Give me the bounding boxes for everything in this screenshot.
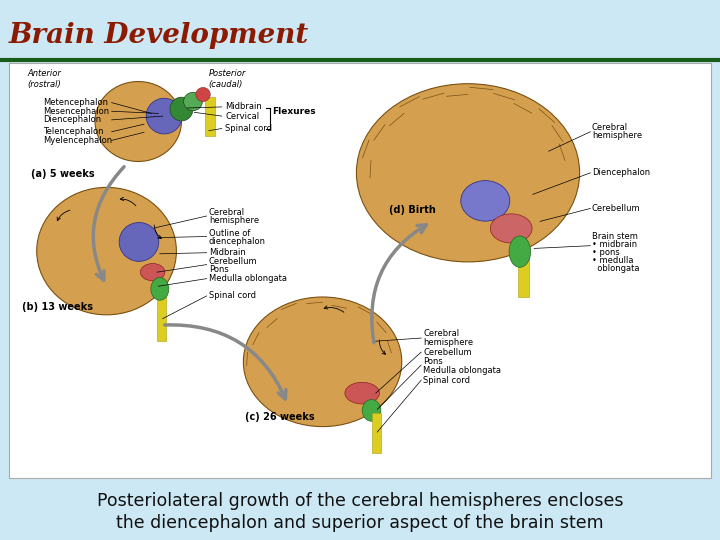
Text: Telencephalon: Telencephalon [43,127,104,136]
Ellipse shape [37,187,176,315]
Text: Posteriolateral growth of the cerebral hemispheres encloses: Posteriolateral growth of the cerebral h… [96,492,624,510]
FancyBboxPatch shape [518,254,529,297]
Text: Outline of: Outline of [209,229,250,238]
Ellipse shape [461,180,510,221]
FancyBboxPatch shape [372,413,381,453]
Text: • midbrain: • midbrain [592,240,637,249]
Text: Medulla oblongata: Medulla oblongata [423,366,501,375]
Text: Cerebral: Cerebral [592,123,628,132]
Ellipse shape [151,278,168,300]
Ellipse shape [184,92,202,111]
Text: Pons: Pons [423,357,443,366]
Text: hemisphere: hemisphere [209,217,259,225]
Text: Diencephalon: Diencephalon [592,168,650,177]
Text: • pons: • pons [592,248,620,257]
Text: Medulla oblongata: Medulla oblongata [209,274,287,283]
Text: Spinal cord: Spinal cord [225,124,272,133]
Text: Midbrain: Midbrain [225,103,262,111]
Ellipse shape [243,297,402,427]
Text: hemisphere: hemisphere [592,131,642,140]
Text: the diencephalon and superior aspect of the brain stem: the diencephalon and superior aspect of … [116,514,604,532]
Text: Anterior
(rostral): Anterior (rostral) [27,69,61,89]
Text: Cerebellum: Cerebellum [423,348,472,356]
Text: Brain stem: Brain stem [592,232,638,241]
Text: Diencephalon: Diencephalon [43,116,102,124]
Text: Brain Development: Brain Development [9,22,309,49]
Ellipse shape [362,400,381,421]
Text: (c) 26 weeks: (c) 26 weeks [245,412,315,422]
Text: Flexures: Flexures [272,107,316,116]
Text: Spinal cord: Spinal cord [423,376,470,384]
Text: oblongata: oblongata [592,265,639,273]
Ellipse shape [170,97,193,121]
Text: diencephalon: diencephalon [209,237,266,246]
Text: Cerebral: Cerebral [423,329,459,338]
Text: (d) Birth: (d) Birth [389,205,436,214]
Ellipse shape [345,382,379,404]
Ellipse shape [120,222,159,261]
Text: Cerebellum: Cerebellum [209,257,258,266]
Text: Cerebral: Cerebral [209,208,245,217]
FancyBboxPatch shape [205,97,215,136]
Text: (b) 13 weeks: (b) 13 weeks [22,302,93,312]
Ellipse shape [95,82,181,161]
FancyBboxPatch shape [9,63,711,478]
Text: (a) 5 weeks: (a) 5 weeks [31,169,94,179]
Ellipse shape [509,236,531,267]
Text: Spinal cord: Spinal cord [209,292,256,300]
Text: Mesencephalon: Mesencephalon [43,107,109,116]
Text: Posterior
(caudal): Posterior (caudal) [209,69,246,89]
FancyBboxPatch shape [157,294,166,341]
Ellipse shape [146,98,182,134]
Text: • medulla: • medulla [592,256,634,265]
Text: hemisphere: hemisphere [423,338,474,347]
Ellipse shape [490,214,532,243]
Text: Midbrain: Midbrain [209,248,246,257]
Text: Cervical: Cervical [225,112,259,120]
Ellipse shape [356,84,580,262]
Text: Metencephalon: Metencephalon [43,98,108,107]
Text: Pons: Pons [209,266,228,274]
Text: Cerebellum: Cerebellum [592,204,641,213]
Text: Myelencephalon: Myelencephalon [43,136,112,145]
Ellipse shape [196,87,210,102]
Ellipse shape [140,264,165,281]
